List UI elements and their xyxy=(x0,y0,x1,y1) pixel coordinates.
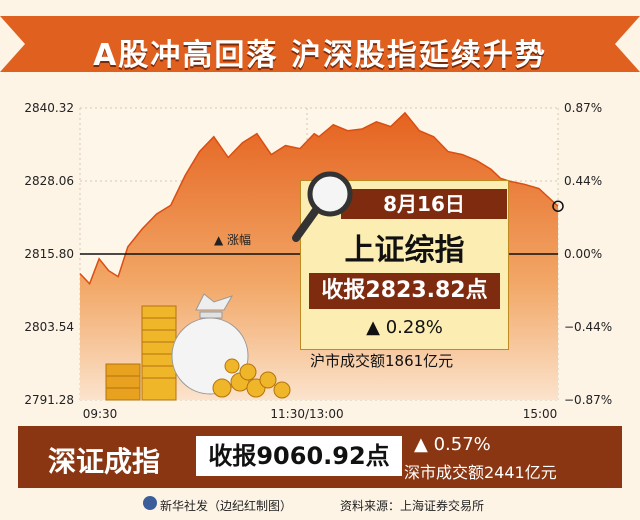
sz-index-name: 深证成指 xyxy=(48,445,161,478)
x-tick-label: 15:00 xyxy=(523,407,558,421)
y-tick-label: 2840.32 xyxy=(24,101,74,115)
x-tick-label: 11:30/13:00 xyxy=(270,407,343,421)
y2-tick-label: −0.44% xyxy=(564,320,612,334)
y-tick-label: 2828.06 xyxy=(24,174,74,188)
xinhua-logo-icon xyxy=(143,496,157,510)
magnifier-icon xyxy=(292,171,353,242)
baseline-label: ▲ 涨幅 xyxy=(214,232,251,247)
y-axis-left: 2840.32 2828.06 2815.80 2803.54 2791.28 xyxy=(24,101,74,407)
y2-tick-label: −0.87% xyxy=(564,393,612,407)
money-bag-illustration xyxy=(171,293,291,399)
title-banner xyxy=(0,16,640,72)
footer-agency: 新华社发（边纪红制图） xyxy=(160,499,293,513)
shanghai-volume: 沪市成交额1861亿元 xyxy=(310,352,454,370)
sz-volume: 深市成交额2441亿元 xyxy=(404,463,557,482)
x-axis: 09:30 11:30/13:00 15:00 xyxy=(83,407,558,421)
footer: 新华社发（边纪红制图） 资料来源：上海证券交易所 xyxy=(0,490,640,518)
shenzhen-bar: 深证成指 收报9060.92点 ▲ 0.57% 深市成交额2441亿元 xyxy=(18,426,622,488)
y2-tick-label: 0.00% xyxy=(564,247,602,261)
sz-index-change: ▲ 0.57% xyxy=(414,434,491,455)
footer-source: 资料来源：上海证券交易所 xyxy=(340,499,485,513)
page-title: A股冲高回落 沪深股指延续升势 xyxy=(93,38,547,73)
y-tick-label: 2791.28 xyxy=(24,393,74,407)
index-close: 收报2823.82点 xyxy=(309,273,500,309)
y2-tick-label: 0.87% xyxy=(564,101,602,115)
y2-tick-label: 0.44% xyxy=(564,174,602,188)
shanghai-info-box: 8月16日 上证综指 收报2823.82点 ▲ 0.28% xyxy=(300,180,509,350)
y-axis-right: 0.87% 0.44% 0.00% −0.44% −0.87% xyxy=(564,101,612,407)
y-tick-label: 2815.80 xyxy=(24,247,74,261)
trade-date: 8月16日 xyxy=(341,189,507,219)
index-change: ▲ 0.28% xyxy=(366,317,443,338)
gold-coins-illustration xyxy=(105,305,177,401)
price-line xyxy=(79,111,559,286)
sz-index-close: 收报9060.92点 xyxy=(196,436,402,476)
x-tick-label: 09:30 xyxy=(83,407,118,421)
index-name: 上证综指 xyxy=(344,233,465,268)
last-price-marker xyxy=(552,200,564,212)
y-tick-label: 2803.54 xyxy=(24,320,74,334)
